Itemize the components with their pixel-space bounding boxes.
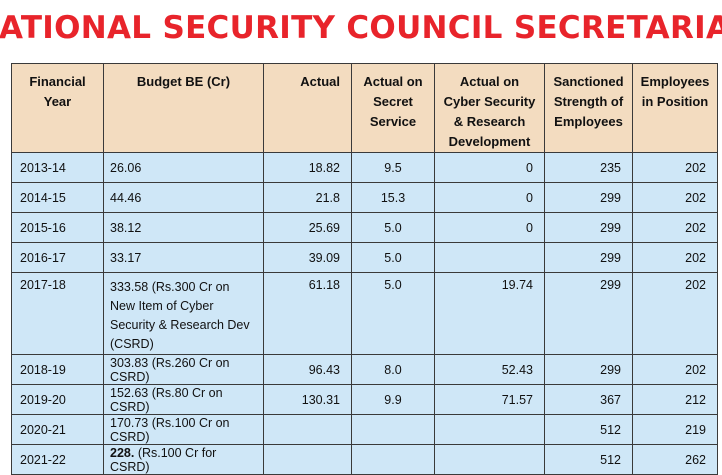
cell-year: 2021-22 bbox=[11, 444, 104, 475]
cell-secret-service: 5.0 bbox=[351, 212, 435, 243]
cell-actual: 61.18 bbox=[263, 272, 352, 355]
cell-secret-service bbox=[351, 444, 435, 475]
cell-cyber-security bbox=[434, 414, 545, 445]
cell-cyber-security: 52.43 bbox=[434, 354, 545, 385]
cell-budget: 333.58 (Rs.300 Cr on New Item of Cyber S… bbox=[103, 272, 264, 355]
cell-employees: 219 bbox=[632, 414, 718, 445]
cell-year: 2013-14 bbox=[11, 152, 104, 183]
cell-budget-amount: 228. bbox=[110, 445, 135, 460]
cell-actual: 96.43 bbox=[263, 354, 352, 385]
cell-budget: 38.12 bbox=[103, 212, 264, 243]
cell-secret-service: 5.0 bbox=[351, 242, 435, 273]
cell-year: 2018-19 bbox=[11, 354, 104, 385]
cell-year: 2016-17 bbox=[11, 242, 104, 273]
cell-year: 2019-20 bbox=[11, 384, 104, 415]
header-financial-year: Financial Year bbox=[11, 63, 104, 153]
table-row: 2020-21 170.73 (Rs.100 Cr on CSRD) 512 2… bbox=[11, 414, 718, 445]
cell-sanctioned: 299 bbox=[544, 212, 633, 243]
cell-sanctioned: 299 bbox=[544, 354, 633, 385]
cell-actual bbox=[263, 444, 352, 475]
cell-budget: 303.83 (Rs.260 Cr on CSRD) bbox=[103, 354, 264, 385]
cell-actual: 130.31 bbox=[263, 384, 352, 415]
table-row: 2016-17 33.17 39.09 5.0 299 202 bbox=[11, 242, 718, 273]
cell-cyber-security: 0 bbox=[434, 212, 545, 243]
table-row: 2019-20 152.63 (Rs.80 Cr on CSRD) 130.31… bbox=[11, 384, 718, 415]
cell-secret-service: 9.5 bbox=[351, 152, 435, 183]
cell-sanctioned: 512 bbox=[544, 444, 633, 475]
header-actual: Actual bbox=[263, 63, 352, 153]
cell-actual: 25.69 bbox=[263, 212, 352, 243]
cell-year: 2017-18 bbox=[11, 272, 104, 355]
cell-cyber-security bbox=[434, 444, 545, 475]
cell-secret-service: 9.9 bbox=[351, 384, 435, 415]
cell-year: 2015-16 bbox=[11, 212, 104, 243]
cell-cyber-security: 19.74 bbox=[434, 272, 545, 355]
cell-cyber-security: 71.57 bbox=[434, 384, 545, 415]
cell-sanctioned: 367 bbox=[544, 384, 633, 415]
cell-year: 2020-21 bbox=[11, 414, 104, 445]
cell-year: 2014-15 bbox=[11, 182, 104, 213]
cell-secret-service: 15.3 bbox=[351, 182, 435, 213]
table-row: 2017-18 333.58 (Rs.300 Cr on New Item of… bbox=[11, 272, 718, 355]
table-row: 2015-16 38.12 25.69 5.0 0 299 202 bbox=[11, 212, 718, 243]
header-sanctioned-strength: Sanctioned Strength of Employees bbox=[544, 63, 633, 153]
cell-actual: 39.09 bbox=[263, 242, 352, 273]
cell-actual: 18.82 bbox=[263, 152, 352, 183]
header-row: Financial Year Budget BE (Cr) Actual Act… bbox=[11, 63, 718, 153]
cell-employees: 202 bbox=[632, 152, 718, 183]
cell-sanctioned: 235 bbox=[544, 152, 633, 183]
budget-table: Financial Year Budget BE (Cr) Actual Act… bbox=[11, 63, 718, 475]
cell-budget: 44.46 bbox=[103, 182, 264, 213]
table-row: 2014-15 44.46 21.8 15.3 0 299 202 bbox=[11, 182, 718, 213]
cell-sanctioned: 299 bbox=[544, 272, 633, 355]
table-row: 2013-14 26.06 18.82 9.5 0 235 202 bbox=[11, 152, 718, 183]
cell-cyber-security: 0 bbox=[434, 152, 545, 183]
cell-secret-service: 5.0 bbox=[351, 272, 435, 355]
header-budget: Budget BE (Cr) bbox=[103, 63, 264, 153]
cell-secret-service: 8.0 bbox=[351, 354, 435, 385]
cell-actual bbox=[263, 414, 352, 445]
cell-employees: 202 bbox=[632, 212, 718, 243]
cell-actual: 21.8 bbox=[263, 182, 352, 213]
cell-sanctioned: 299 bbox=[544, 182, 633, 213]
cell-sanctioned: 512 bbox=[544, 414, 633, 445]
cell-sanctioned: 299 bbox=[544, 242, 633, 273]
cell-employees: 202 bbox=[632, 182, 718, 213]
cell-cyber-security: 0 bbox=[434, 182, 545, 213]
cell-employees: 262 bbox=[632, 444, 718, 475]
cell-cyber-security bbox=[434, 242, 545, 273]
cell-budget: 228. (Rs.100 Cr for CSRD) bbox=[103, 444, 264, 475]
cell-budget: 170.73 (Rs.100 Cr on CSRD) bbox=[103, 414, 264, 445]
table-row: 2018-19 303.83 (Rs.260 Cr on CSRD) 96.43… bbox=[11, 354, 718, 385]
header-employees-in-position: Employees in Position bbox=[632, 63, 718, 153]
header-secret-service: Actual on Secret Service bbox=[351, 63, 435, 153]
cell-employees: 202 bbox=[632, 242, 718, 273]
cell-employees: 202 bbox=[632, 272, 718, 355]
page-title: NATIONAL SECURITY COUNCIL SECRETARIAT bbox=[0, 10, 722, 46]
cell-budget: 26.06 bbox=[103, 152, 264, 183]
cell-budget: 33.17 bbox=[103, 242, 264, 273]
table-row: 2021-22 228. (Rs.100 Cr for CSRD) 512 26… bbox=[11, 444, 718, 475]
cell-employees: 202 bbox=[632, 354, 718, 385]
cell-employees: 212 bbox=[632, 384, 718, 415]
cell-secret-service bbox=[351, 414, 435, 445]
cell-budget: 152.63 (Rs.80 Cr on CSRD) bbox=[103, 384, 264, 415]
header-cyber-security: Actual on Cyber Security & Research Deve… bbox=[434, 63, 545, 153]
